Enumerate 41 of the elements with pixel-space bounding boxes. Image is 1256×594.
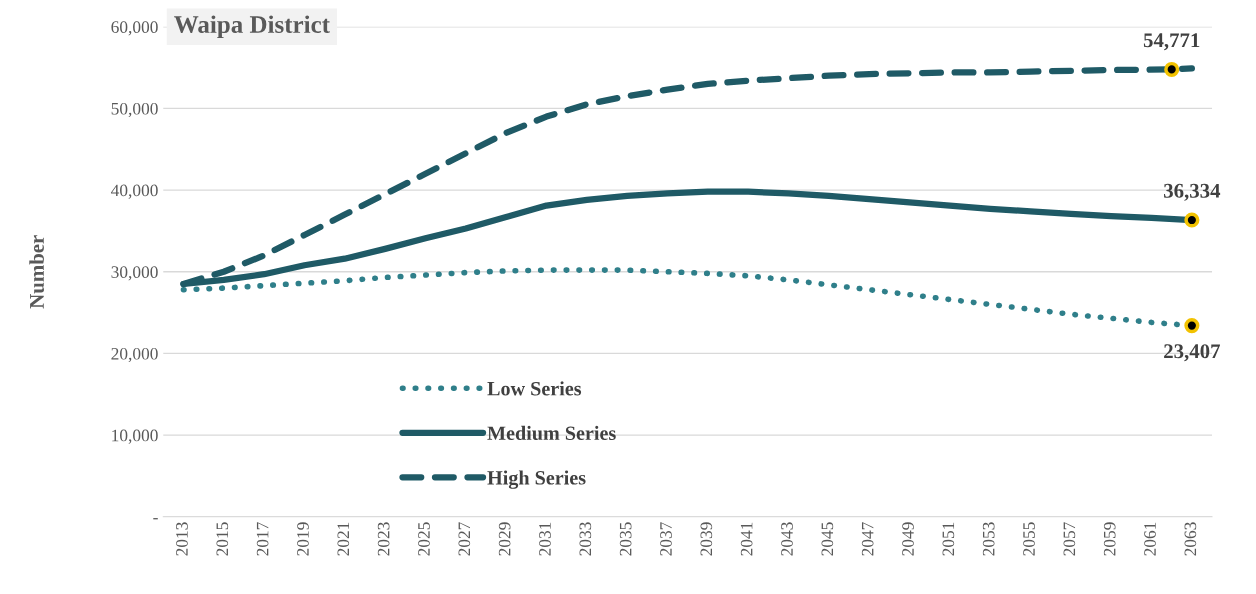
x-tick-label: 2027: [458, 522, 471, 556]
x-tick-label: 2057: [1063, 522, 1076, 556]
data-label: 23,407: [1164, 344, 1221, 362]
x-tick-label: 2025: [418, 522, 430, 556]
x-tick-label: 2059: [1103, 522, 1116, 556]
x-tick-label: 2053: [982, 522, 995, 556]
y-tick-label: 40,000: [111, 184, 158, 199]
x-tick-label: 2033: [579, 522, 592, 556]
x-tick-label: 2063: [1184, 522, 1197, 556]
legend-label: High Series: [487, 470, 586, 489]
y-tick-label: 30,000: [111, 266, 158, 281]
x-tick-label: 2021: [337, 522, 350, 556]
x-tick-label: 2045: [821, 522, 834, 556]
x-tick-label: 2013: [176, 522, 188, 556]
x-tick-label: 2029: [498, 522, 511, 556]
x-tick-label: 2023: [377, 522, 390, 556]
data-label: 54,771: [1143, 33, 1200, 51]
y-tick-label: 10,000: [112, 429, 158, 444]
x-tick-label: 2041: [740, 522, 753, 556]
x-tick-label: 2039: [700, 522, 713, 556]
x-tick-label: 2051: [942, 522, 955, 556]
x-tick-label: 2061: [1144, 522, 1156, 556]
x-tick-label: 2019: [297, 522, 309, 556]
x-tick-label: 2047: [861, 522, 874, 556]
y-tick-label: 20,000: [111, 347, 158, 363]
y-tick-label: 60,000: [111, 21, 158, 36]
x-tick-label: 2037: [660, 522, 672, 556]
x-tick-label: 2017: [256, 522, 269, 556]
x-tick-label: 2049: [902, 522, 914, 556]
x-tick-label: 2055: [1023, 522, 1035, 556]
x-tick-label: 2031: [539, 522, 551, 556]
y-tick-label: -: [153, 518, 158, 520]
data-label: 36,334: [1164, 183, 1221, 201]
y-axis-title: Number: [29, 235, 44, 309]
x-tick-label: 2035: [619, 522, 632, 556]
y-tick-label: 50,000: [111, 102, 158, 118]
legend-label: Low Series: [487, 381, 582, 396]
x-tick-label: 2015: [216, 522, 229, 556]
chart-title: Waipa District: [174, 15, 330, 39]
legend-label: Medium Series: [487, 425, 616, 441]
x-tick-label: 2043: [781, 522, 793, 556]
